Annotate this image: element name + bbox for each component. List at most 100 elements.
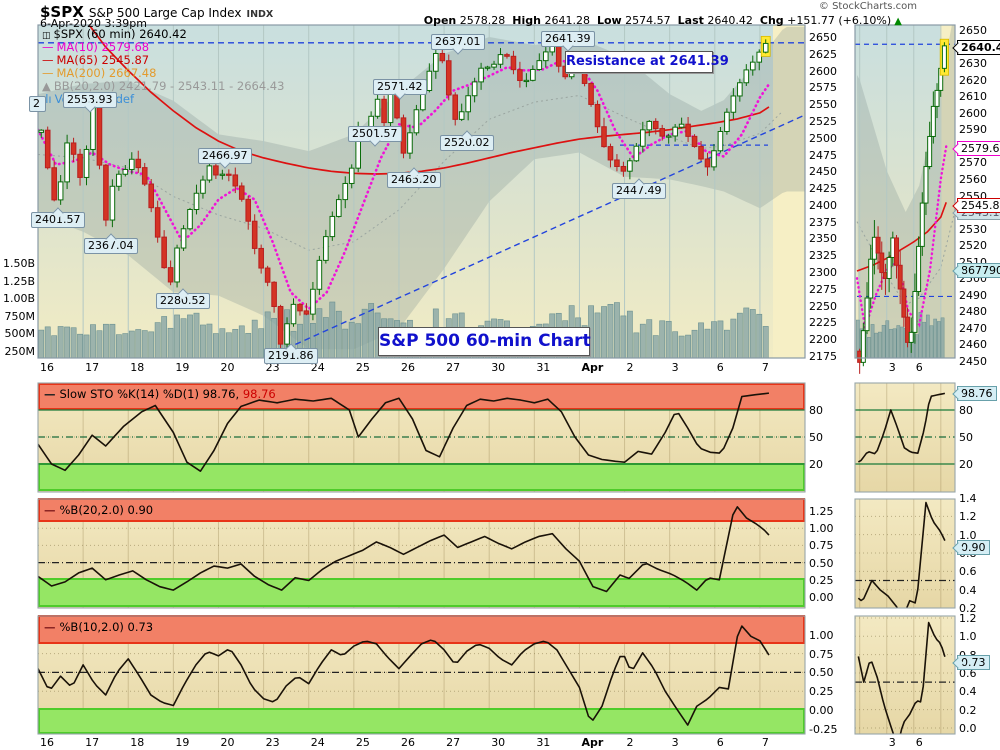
mini-price-tick: 2610 xyxy=(959,90,987,104)
mini-panel-tick: 0.4 xyxy=(959,583,977,597)
day-label-main: 25 xyxy=(355,361,370,374)
quote-label: High xyxy=(512,14,541,27)
day-label-main: 16 xyxy=(40,361,54,374)
chart-datetime: 6-Apr-2020 3:39pm xyxy=(40,17,147,30)
mini-panel-tick: 50 xyxy=(959,431,973,444)
legend-row-ma10-line: — MA(10) 2579.68 xyxy=(42,41,149,54)
main-price-tick: 2375 xyxy=(809,215,837,229)
panel-title-text: %B(10,2.0) 0.73 xyxy=(59,620,154,634)
mini-panel-tick: 0.4 xyxy=(959,685,977,699)
ma65-value-label: 2545.87 xyxy=(952,198,1000,213)
quote-value: +151.77 (+6.10%) xyxy=(783,14,892,27)
quote-label: Chg xyxy=(759,14,784,27)
mini-price-tick: 2520 xyxy=(959,239,987,253)
day-label-main: 30 xyxy=(491,361,506,374)
panel-line-icon: — xyxy=(44,387,56,401)
main-price-tick: 2500 xyxy=(809,131,837,145)
mini-candlesticks xyxy=(857,38,949,374)
mini-price-tick: 2620 xyxy=(959,73,987,87)
price-callout: 2447.49 xyxy=(612,178,666,199)
mini-panel-tick: 1.0 xyxy=(959,630,977,644)
clipped-callout: 2 xyxy=(29,96,46,112)
day-label-main: 6 xyxy=(716,361,724,374)
price-callout: 2466.97 xyxy=(198,148,252,169)
day-label-bottom: 27 xyxy=(446,736,461,749)
day-label-bottom: 2 xyxy=(626,736,634,749)
mini-indicator-panel-1 xyxy=(854,382,956,493)
main-price-tick: 2300 xyxy=(809,266,837,280)
panel-tick: 0.50 xyxy=(809,666,834,680)
symbol-exchange: INDX xyxy=(246,9,274,20)
price-callout: 2501.57 xyxy=(348,126,402,147)
panel-tick: -0.25 xyxy=(809,722,838,736)
mini-price-tick: 2590 xyxy=(959,123,987,137)
main-price-tick: 2600 xyxy=(809,64,837,78)
price-callout: 2367.04 xyxy=(84,233,138,254)
panel-title-text: Slow STO %K(14) %D(1) 98.76, xyxy=(59,387,240,401)
mini-day-label: 6 xyxy=(915,736,923,749)
day-label-main: 19 xyxy=(175,361,190,374)
mini-panel-tick: 0.2 xyxy=(959,703,977,717)
last-price-label: 2640.42 xyxy=(952,40,1000,55)
indicator-panel-1 xyxy=(37,382,806,493)
day-label-bottom: 30 xyxy=(491,736,506,749)
day-label-main: 7 xyxy=(761,361,769,374)
day-label-bottom: 26 xyxy=(400,736,415,749)
resistance-annotation: Resistance at 2641.39 xyxy=(565,51,729,73)
legend-text: MA(65) 2545.87 xyxy=(56,53,150,67)
day-label-main: 2 xyxy=(626,361,634,374)
quote-label: Last xyxy=(677,14,704,27)
price-callout: 2571.42 xyxy=(373,79,427,100)
panel-tick: 0.25 xyxy=(809,573,834,587)
price-callout: 2465.20 xyxy=(387,167,441,188)
copyright: © StockCharts.com xyxy=(818,1,917,12)
mini-panel-tick: 0.2 xyxy=(959,602,977,616)
mini-day-label: 3 xyxy=(888,736,896,749)
main-price-tick: 2575 xyxy=(809,81,837,95)
main-price-tick: 2625 xyxy=(809,47,837,61)
day-label-bottom: 6 xyxy=(716,736,724,749)
mini-price-tick: 2560 xyxy=(959,172,987,186)
day-label-main: Apr xyxy=(581,361,604,374)
main-price-tick: 2550 xyxy=(809,98,837,112)
b10-value-label: 0.73 xyxy=(952,655,990,670)
legend-row-ma200-line: — MA(200) 2667.48 xyxy=(42,67,156,80)
day-label-bottom: 16 xyxy=(40,736,54,749)
day-label-main: 20 xyxy=(220,361,235,374)
day-label-bottom: 23 xyxy=(265,736,280,749)
quote-value: 2578.28 xyxy=(456,14,506,27)
day-label-main: 31 xyxy=(536,361,551,374)
mini-day-label: 3 xyxy=(888,361,896,374)
legend-text: BB(20,2.0) 2421.79 - 2543.11 - 2664.43 xyxy=(53,79,285,93)
main-day-gridlines xyxy=(82,25,761,358)
sto-value-label: 98.76 xyxy=(952,386,997,401)
price-callout: 2191.86 xyxy=(264,343,318,364)
main-price-tick: 2350 xyxy=(809,232,837,246)
price-callout: 2280.52 xyxy=(156,288,210,309)
panel-title-3: — %B(10,2.0) 0.73 xyxy=(44,620,153,634)
price-callout: 2641.39 xyxy=(541,31,595,52)
mini-price-tick: 2570 xyxy=(959,156,987,170)
legend-text: MA(10) 2579.68 xyxy=(56,40,150,54)
legend-text: $SPX (60 min) 2640.42 xyxy=(53,27,187,41)
price-callout: 2520.02 xyxy=(440,130,494,151)
legend-row-candlestick: ◫ $SPX (60 min) 2640.42 xyxy=(42,28,187,43)
main-price-tick: 2475 xyxy=(809,148,837,162)
mini-panel-tick: 80 xyxy=(959,404,973,417)
day-label-bottom: 7 xyxy=(761,736,769,749)
quote-label: Low xyxy=(596,14,622,27)
price-callout: 2637.01 xyxy=(431,34,485,55)
volume-bars-icon: ılı xyxy=(42,92,52,106)
mini-panel-tick: 1.0 xyxy=(959,528,977,542)
panel-tick: 0.00 xyxy=(809,704,834,717)
main-price-tick: 2325 xyxy=(809,249,837,263)
panel-tick: 1.00 xyxy=(809,522,834,536)
panel-tick: 0.75 xyxy=(809,539,834,553)
price-callout: 2401.57 xyxy=(31,207,85,228)
quote-label: Open xyxy=(423,14,457,27)
mini-price-tick: 2490 xyxy=(959,288,987,302)
panel-title-2: — %B(20,2.0) 0.90 xyxy=(44,503,153,517)
volume-value-label: 8677907 xyxy=(952,263,1000,278)
mini-panel-tick: 1.4 xyxy=(959,492,977,505)
main-price-tick: 2275 xyxy=(809,282,837,296)
